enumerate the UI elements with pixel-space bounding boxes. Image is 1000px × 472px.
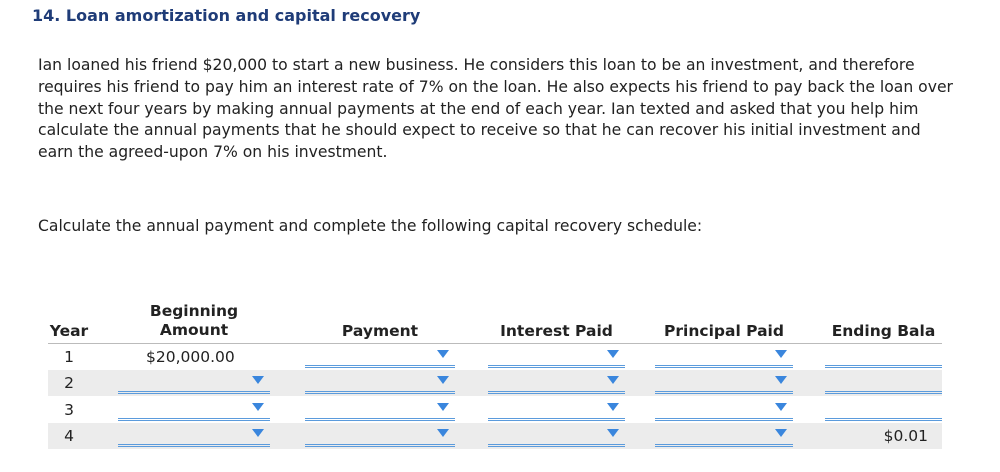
column-header: Beginning Amount: [149, 302, 239, 339]
dropdown-field[interactable]: [118, 418, 270, 421]
column-header: Ending Bala: [831, 322, 936, 340]
dropdown-field[interactable]: [305, 444, 455, 447]
dropdown-arrow[interactable]: [607, 403, 619, 411]
dropdown-arrow[interactable]: [252, 403, 264, 411]
dropdown-arrow[interactable]: [252, 429, 264, 437]
dropdown-field[interactable]: [488, 365, 625, 368]
input-field[interactable]: [825, 365, 942, 368]
dropdown-field[interactable]: [488, 418, 625, 421]
instruction: Calculate the annual payment and complet…: [38, 217, 703, 235]
dropdown-arrow[interactable]: [607, 376, 619, 384]
dropdown-field[interactable]: [655, 444, 793, 447]
dropdown-arrow[interactable]: [775, 429, 787, 437]
dropdown-arrow[interactable]: [607, 429, 619, 437]
dropdown-field[interactable]: [118, 444, 270, 447]
year-cell: 2: [64, 374, 74, 392]
dropdown-arrow[interactable]: [775, 350, 787, 358]
dropdown-field[interactable]: [488, 391, 625, 394]
dropdown-field[interactable]: [488, 444, 625, 447]
column-header: Payment: [341, 322, 419, 340]
dropdown-arrow[interactable]: [437, 429, 449, 437]
column-header: Interest Paid: [500, 322, 613, 340]
dropdown-arrow[interactable]: [607, 350, 619, 358]
input-field[interactable]: [825, 391, 942, 394]
dropdown-field[interactable]: [305, 418, 455, 421]
dropdown-arrow[interactable]: [437, 403, 449, 411]
header-rule: [48, 343, 942, 344]
problem-text: Ian loaned his friend $20,000 to start a…: [38, 56, 953, 162]
value-cell: $20,000.00: [146, 348, 235, 366]
year-cell: 1: [64, 348, 74, 366]
year-cell: 4: [64, 427, 74, 445]
dropdown-arrow[interactable]: [437, 376, 449, 384]
year-cell: 3: [64, 401, 74, 419]
dropdown-field[interactable]: [655, 391, 793, 394]
dropdown-arrow[interactable]: [775, 376, 787, 384]
dropdown-field[interactable]: [305, 365, 455, 368]
dropdown-arrow[interactable]: [775, 403, 787, 411]
dropdown-arrow[interactable]: [252, 376, 264, 384]
column-header: Principal Paid: [664, 322, 784, 340]
dropdown-field[interactable]: [655, 418, 793, 421]
dropdown-arrow[interactable]: [437, 350, 449, 358]
dropdown-field[interactable]: [655, 365, 793, 368]
problem-title: 14. Loan amortization and capital recove…: [32, 6, 421, 25]
input-field[interactable]: [825, 418, 942, 421]
value-cell: $0.01: [883, 427, 928, 445]
dropdown-field[interactable]: [305, 391, 455, 394]
column-header: Year: [49, 322, 89, 340]
dropdown-field[interactable]: [118, 391, 270, 394]
